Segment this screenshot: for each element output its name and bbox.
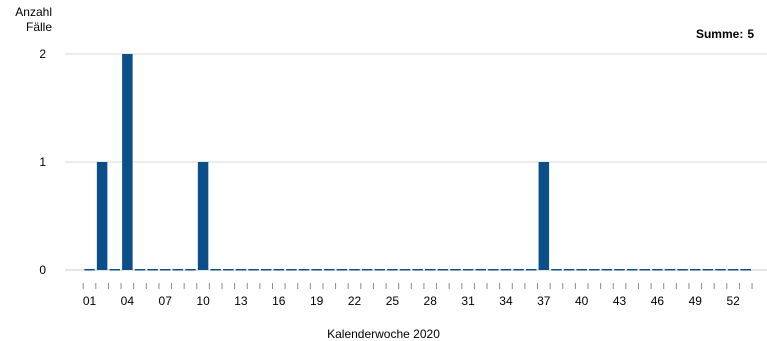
x-tick-label: 43 bbox=[613, 294, 627, 308]
sum-label: Summe: 5 bbox=[696, 27, 754, 41]
bar-kw-11 bbox=[210, 269, 221, 271]
bar-kw-06 bbox=[147, 269, 158, 271]
bar-kw-16 bbox=[273, 269, 285, 271]
bar-kw-29 bbox=[437, 269, 449, 271]
bar-kw-02 bbox=[96, 162, 108, 270]
bar-kw-25 bbox=[387, 269, 398, 271]
bar-kw-30 bbox=[450, 269, 461, 271]
x-tick-label: 31 bbox=[461, 294, 475, 308]
bar-kw-32 bbox=[475, 269, 486, 271]
bar-kw-45 bbox=[639, 269, 651, 271]
x-tick-label: 52 bbox=[726, 294, 740, 308]
bar-kw-37 bbox=[538, 162, 550, 270]
bar-kw-28 bbox=[424, 269, 436, 271]
x-tick-label: 49 bbox=[689, 294, 703, 308]
x-tick-label: 25 bbox=[386, 294, 400, 308]
y-tick-label: 0 bbox=[39, 263, 46, 277]
bar-kw-50 bbox=[702, 269, 714, 271]
bar-kw-26 bbox=[399, 269, 411, 271]
bar-kw-27 bbox=[412, 269, 423, 271]
bar-kw-03 bbox=[109, 269, 120, 271]
x-tick-label: 28 bbox=[424, 294, 438, 308]
bar-kw-34 bbox=[500, 269, 512, 271]
bar-kw-17 bbox=[286, 269, 297, 271]
y-tick-label: 1 bbox=[39, 155, 46, 169]
bar-kw-10 bbox=[197, 162, 209, 270]
x-tick-label: 46 bbox=[651, 294, 665, 308]
bar-kw-01 bbox=[84, 269, 95, 271]
bar-kw-52 bbox=[727, 269, 739, 271]
bar-kw-49 bbox=[690, 269, 701, 271]
bar-kw-15 bbox=[260, 269, 272, 271]
x-tick-label: 04 bbox=[121, 294, 135, 308]
bar-kw-12 bbox=[223, 269, 234, 271]
bar-kw-44 bbox=[626, 269, 638, 271]
x-tick-label: 34 bbox=[499, 294, 513, 308]
bar-kw-23 bbox=[361, 269, 373, 271]
y-axis-title: Anzahl Fälle bbox=[0, 5, 52, 35]
bar-kw-07 bbox=[159, 269, 171, 271]
bar-kw-22 bbox=[349, 269, 360, 271]
bar-kw-36 bbox=[525, 269, 537, 271]
bar-kw-20 bbox=[324, 269, 335, 271]
bar-kw-39 bbox=[563, 269, 575, 271]
bar-kw-08 bbox=[172, 269, 184, 271]
bar-kw-46 bbox=[652, 269, 663, 271]
bar-kw-24 bbox=[374, 269, 386, 271]
bar-kw-38 bbox=[551, 269, 562, 271]
x-tick-label: 19 bbox=[310, 294, 324, 308]
y-axis-title-line-2: Fälle bbox=[25, 20, 52, 34]
bar-kw-35 bbox=[513, 269, 524, 271]
bar-kw-31 bbox=[462, 269, 474, 271]
bar-kw-14 bbox=[248, 269, 259, 271]
bar-kw-41 bbox=[589, 269, 600, 271]
x-tick-label: 40 bbox=[575, 294, 589, 308]
x-tick-label: 22 bbox=[348, 294, 362, 308]
bar-kw-53 bbox=[740, 269, 751, 271]
sum-value: 5 bbox=[747, 27, 754, 41]
bar-kw-48 bbox=[677, 269, 688, 271]
x-axis-title: Kalenderwoche 2020 bbox=[327, 327, 440, 341]
bar-kw-04 bbox=[122, 54, 133, 270]
x-tick-label: 07 bbox=[159, 294, 173, 308]
bar-kw-13 bbox=[235, 269, 247, 271]
x-tick-label: 16 bbox=[272, 294, 286, 308]
bar-kw-21 bbox=[336, 269, 348, 271]
bar-kw-42 bbox=[601, 269, 613, 271]
bar-kw-51 bbox=[715, 269, 726, 271]
bar-kw-33 bbox=[488, 269, 499, 271]
sum-label-text: Summe: bbox=[695, 27, 744, 41]
x-tick-label: 10 bbox=[196, 294, 210, 308]
bar-kw-09 bbox=[185, 269, 196, 271]
x-tick-label: 37 bbox=[537, 294, 551, 308]
bar-kw-19 bbox=[311, 269, 322, 271]
bar-kw-43 bbox=[614, 269, 625, 271]
bar-kw-18 bbox=[298, 269, 310, 271]
bar-kw-40 bbox=[576, 269, 587, 271]
y-axis-title-line-1: Anzahl bbox=[15, 5, 52, 19]
y-tick-label: 2 bbox=[39, 47, 46, 61]
x-tick-label: 01 bbox=[83, 294, 97, 308]
bar-kw-47 bbox=[664, 269, 676, 271]
x-tick-label: 13 bbox=[234, 294, 248, 308]
bar-kw-05 bbox=[134, 269, 146, 271]
